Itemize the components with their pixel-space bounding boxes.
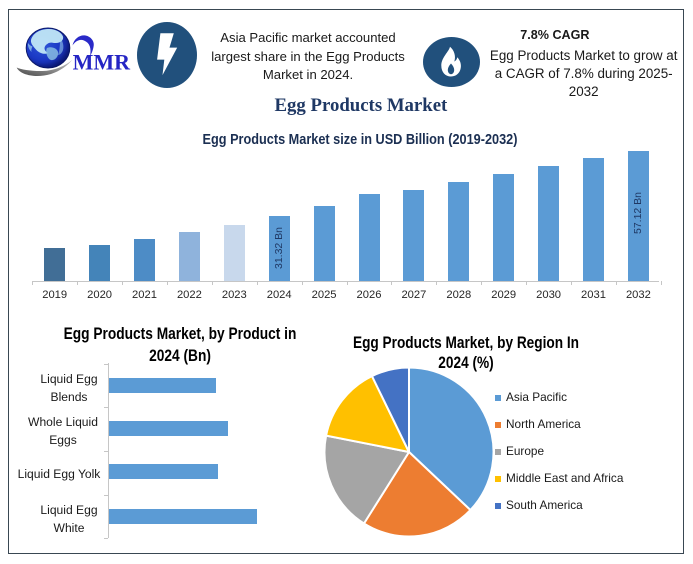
svg-text:MMR: MMR xyxy=(73,50,132,75)
